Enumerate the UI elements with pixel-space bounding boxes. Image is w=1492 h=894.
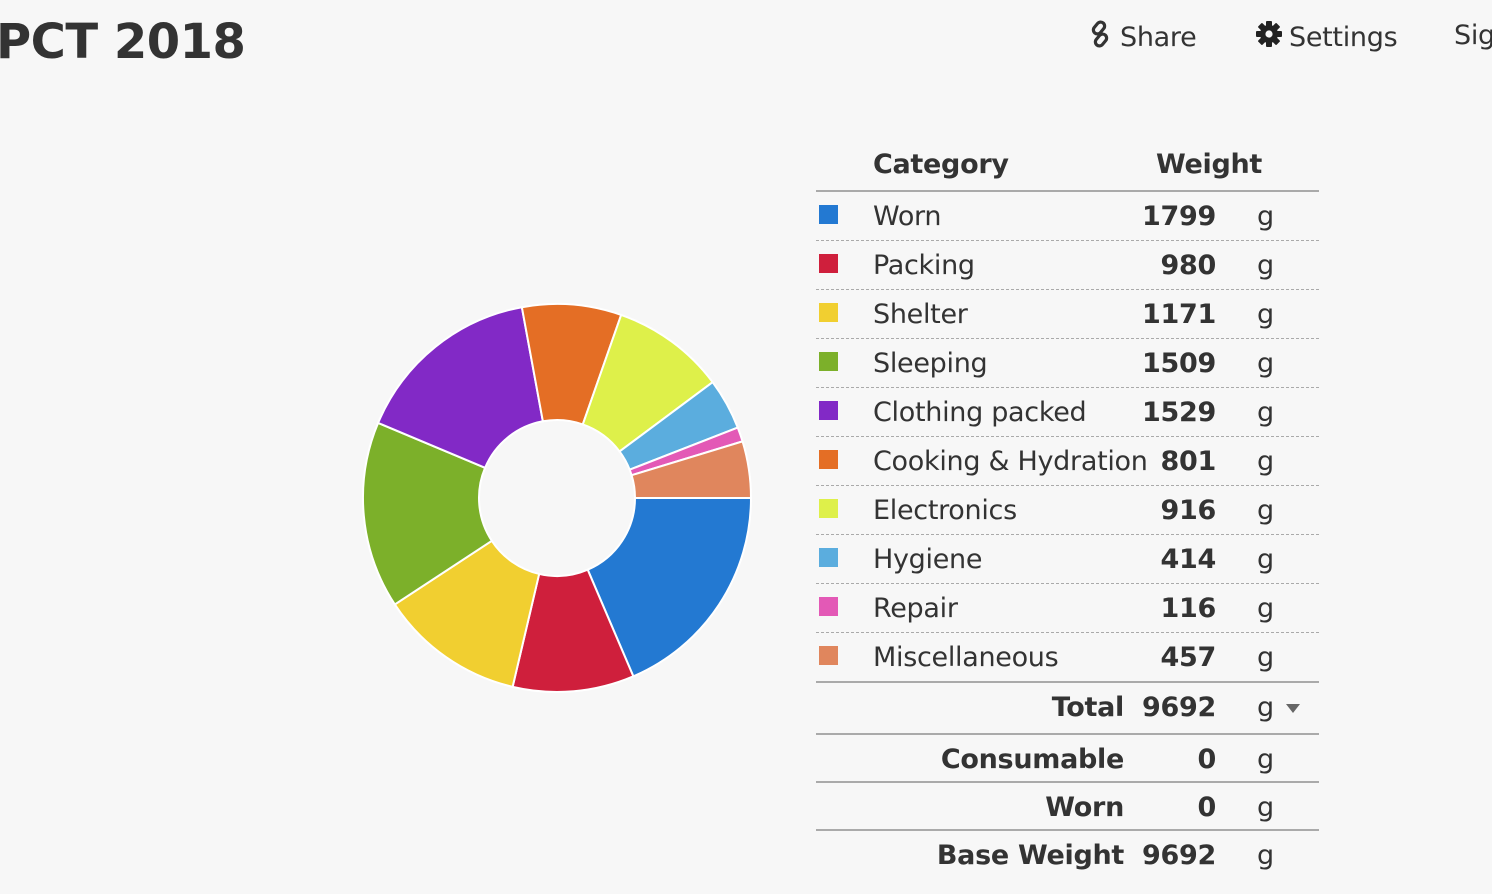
category-row[interactable]: Hygiene 414 g (816, 535, 1319, 584)
category-weight: 1509 (1142, 348, 1216, 379)
category-name: Repair (873, 593, 958, 624)
category-name: Electronics (873, 495, 1017, 526)
category-row[interactable]: Sleeping 1509 g (816, 339, 1319, 388)
category-color-swatch (819, 401, 838, 420)
weight-column-header: Weight (1156, 149, 1263, 180)
category-row[interactable]: Cooking & Hydration 801 g (816, 437, 1319, 486)
category-color-swatch (819, 597, 838, 616)
category-column-header: Category (873, 149, 1009, 180)
category-weight: 916 (1160, 495, 1217, 526)
category-color-swatch (819, 205, 838, 224)
unit-dropdown-caret-icon[interactable] (1286, 704, 1300, 713)
category-name: Packing (873, 250, 975, 281)
category-weight: 116 (1160, 593, 1217, 624)
category-weight: 801 (1160, 446, 1217, 477)
category-weight: 457 (1160, 642, 1217, 673)
category-color-swatch (819, 254, 838, 273)
category-row[interactable]: Clothing packed 1529 g (816, 388, 1319, 437)
weight-unit: g (1257, 593, 1274, 624)
share-link[interactable]: Share (1086, 20, 1197, 55)
category-row[interactable]: Repair 116 g (816, 584, 1319, 633)
donut-slice-clothing-packed[interactable] (376, 306, 545, 470)
worn-total-row: Worn 0 g (816, 781, 1319, 829)
category-color-swatch (819, 548, 838, 567)
base-weight-label: Base Weight (936, 840, 1124, 871)
category-row[interactable]: Miscellaneous 457 g (816, 633, 1319, 681)
total-unit: g (1257, 692, 1274, 723)
category-name: Sleeping (873, 348, 988, 379)
category-row[interactable]: Electronics 916 g (816, 486, 1319, 535)
gear-icon (1255, 20, 1283, 55)
category-color-swatch (819, 646, 838, 665)
total-row: Total 9692 g (816, 681, 1319, 733)
category-weight: 414 (1160, 544, 1217, 575)
category-color-swatch (819, 303, 838, 322)
summary-header-row: Category Weight (816, 140, 1319, 192)
weight-unit: g (1257, 446, 1274, 477)
consumable-unit: g (1257, 744, 1274, 775)
base-weight-unit: g (1257, 840, 1274, 871)
category-name: Worn (873, 201, 942, 232)
consumable-row: Consumable 0 g (816, 733, 1319, 781)
consumable-weight: 0 (1197, 744, 1217, 775)
signin-link[interactable]: Sig (1454, 20, 1492, 51)
weight-unit: g (1257, 397, 1274, 428)
weight-unit: g (1257, 495, 1274, 526)
category-weight: 1529 (1142, 397, 1216, 428)
consumable-label: Consumable (940, 744, 1124, 775)
donut-slice-sleeping[interactable] (362, 421, 494, 606)
category-summary-table: Category Weight Worn 1799 g Packing 980 … (816, 140, 1319, 877)
worn-total-unit: g (1257, 792, 1274, 823)
category-name: Hygiene (873, 544, 983, 575)
donut-slice-miscellaneous[interactable] (630, 440, 753, 499)
category-name: Shelter (873, 299, 968, 330)
share-label: Share (1120, 22, 1197, 53)
category-row[interactable]: Shelter 1171 g (816, 290, 1319, 339)
category-color-swatch (819, 499, 838, 518)
total-label: Total (1051, 692, 1125, 723)
weight-unit: g (1257, 544, 1274, 575)
category-color-swatch (819, 450, 838, 469)
category-name: Cooking & Hydration (873, 446, 1148, 477)
weight-unit: g (1257, 642, 1274, 673)
category-row[interactable]: Worn 1799 g (816, 192, 1319, 241)
category-weight: 980 (1160, 250, 1217, 281)
donut-slice-worn[interactable] (586, 497, 753, 678)
weight-unit: g (1257, 250, 1274, 281)
signin-label: Sig (1454, 20, 1492, 51)
category-weight: 1171 (1142, 299, 1216, 330)
base-weight-row: Base Weight 9692 g (816, 829, 1319, 877)
weight-donut-chart (362, 303, 753, 693)
category-color-swatch (819, 352, 838, 371)
category-name: Miscellaneous (873, 642, 1059, 673)
base-weight-value: 9692 (1142, 840, 1216, 871)
worn-total-weight: 0 (1197, 792, 1217, 823)
weight-unit: g (1257, 299, 1274, 330)
category-rows: Worn 1799 g Packing 980 g Shelter 1171 g… (816, 192, 1319, 681)
weight-unit: g (1257, 348, 1274, 379)
category-name: Clothing packed (873, 397, 1087, 428)
settings-link[interactable]: Settings (1255, 20, 1398, 55)
total-weight: 9692 (1142, 692, 1216, 723)
link-icon (1086, 20, 1114, 55)
settings-label: Settings (1289, 22, 1398, 53)
category-weight: 1799 (1142, 201, 1216, 232)
list-title[interactable]: PCT 2018 (0, 14, 246, 70)
weight-unit: g (1257, 201, 1274, 232)
category-row[interactable]: Packing 980 g (816, 241, 1319, 290)
worn-total-label: Worn (1045, 792, 1124, 823)
